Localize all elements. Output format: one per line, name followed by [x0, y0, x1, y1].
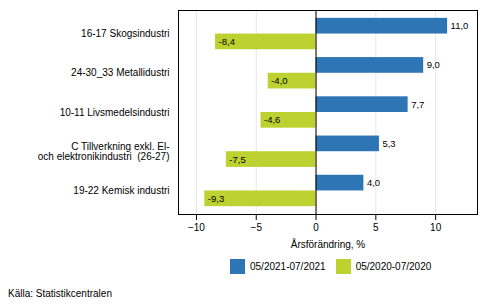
svg-text:4,0: 4,0 — [367, 177, 380, 188]
svg-text:10-11 Livsmedelsindustri: 10-11 Livsmedelsindustri — [60, 107, 170, 118]
svg-text:19-22 Kemisk industri: 19-22 Kemisk industri — [73, 185, 169, 196]
svg-text:-7,5: -7,5 — [229, 154, 245, 165]
svg-text:Årsförändring, %: Årsförändring, % — [291, 238, 366, 250]
svg-text:−10: −10 — [188, 222, 205, 233]
svg-text:−5: −5 — [251, 222, 263, 233]
svg-text:5,3: 5,3 — [382, 138, 395, 149]
svg-text:24-30_33 Metallidustri: 24-30_33 Metallidustri — [71, 67, 169, 78]
svg-text:9,0: 9,0 — [427, 59, 440, 70]
html-text:Källa: Statistikcentralen: Källa: Statistikcentralen — [8, 288, 112, 299]
html-text:05/2020-07/2020: 05/2020-07/2020 — [355, 261, 432, 272]
svg-text:7,7: 7,7 — [411, 99, 424, 110]
svg-text:16-17 Skogsindustri: 16-17 Skogsindustri — [81, 28, 169, 39]
svg-text:-8,4: -8,4 — [219, 36, 235, 47]
svg-text:-9,3: -9,3 — [208, 193, 224, 204]
svg-text:0: 0 — [313, 222, 319, 233]
svg-text:5: 5 — [373, 222, 379, 233]
svg-text:-4,0: -4,0 — [271, 75, 287, 86]
svg-text:-4,6: -4,6 — [264, 114, 280, 125]
html-text:05/2021-07/2021: 05/2021-07/2021 — [250, 261, 326, 272]
svg-text:C Tillverkning exkl. El-och el: C Tillverkning exkl. El-och elektronikin… — [38, 141, 170, 162]
svg-text:11,0: 11,0 — [451, 20, 469, 31]
svg-text:10: 10 — [430, 222, 442, 233]
